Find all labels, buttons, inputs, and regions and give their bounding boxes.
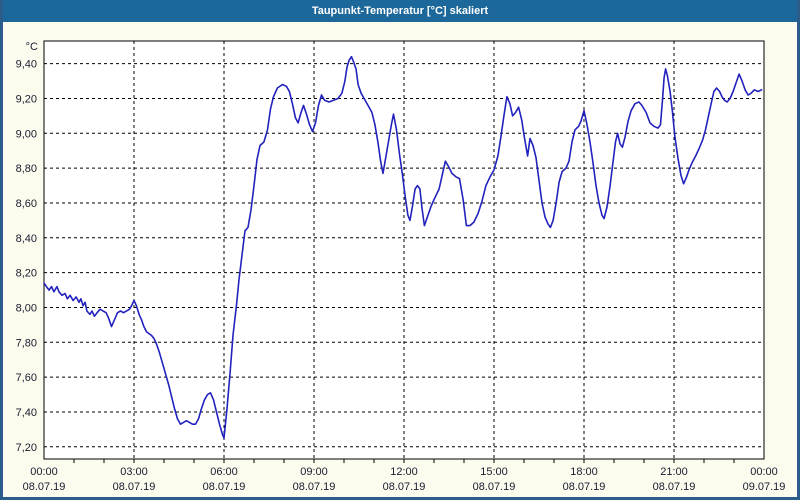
x-tick-date-label: 08.07.19 (23, 481, 66, 493)
x-tick-date-label: 08.07.19 (113, 481, 156, 493)
y-tick-label: 7,20 (16, 442, 37, 454)
x-tick-time-label: 06:00 (210, 466, 238, 478)
y-tick-label: 8,60 (16, 198, 37, 210)
y-tick-label: 8,00 (16, 302, 37, 314)
y-tick-label: 7,80 (16, 337, 37, 349)
x-tick-time-label: 15:00 (480, 466, 508, 478)
x-tick-date-label: 08.07.19 (473, 481, 516, 493)
x-tick-time-label: 03:00 (120, 466, 148, 478)
y-tick-label: 8,40 (16, 233, 37, 245)
x-tick-time-label: 09:00 (300, 466, 328, 478)
y-tick-label: 8,80 (16, 163, 37, 175)
chart-title: Taupunkt-Temperatur [°C] skaliert (311, 5, 489, 17)
x-tick-time-label: 21:00 (660, 466, 688, 478)
x-tick-date-label: 09.07.19 (743, 481, 786, 493)
x-tick-time-label: 00:00 (30, 466, 58, 478)
x-tick-time-label: 00:00 (750, 466, 778, 478)
x-tick-date-label: 08.07.19 (293, 481, 336, 493)
x-tick-date-label: 08.07.19 (563, 481, 606, 493)
x-tick-date-label: 08.07.19 (383, 481, 426, 493)
y-tick-label: 7,60 (16, 372, 37, 384)
y-tick-label: 9,40 (16, 59, 37, 71)
x-tick-time-label: 12:00 (390, 466, 418, 478)
title-bar: Taupunkt-Temperatur [°C] skaliert (3, 0, 797, 22)
x-tick-date-label: 08.07.19 (203, 481, 246, 493)
y-tick-label: 7,40 (16, 407, 37, 419)
x-tick-date-label: 08.07.19 (653, 481, 696, 493)
y-tick-label: 9,00 (16, 128, 37, 140)
y-axis-unit-label: °C (26, 41, 38, 53)
y-tick-label: 9,20 (16, 93, 37, 105)
x-tick-time-label: 18:00 (570, 466, 598, 478)
data-line (43, 55, 763, 439)
y-tick-label: 8,20 (16, 268, 37, 280)
